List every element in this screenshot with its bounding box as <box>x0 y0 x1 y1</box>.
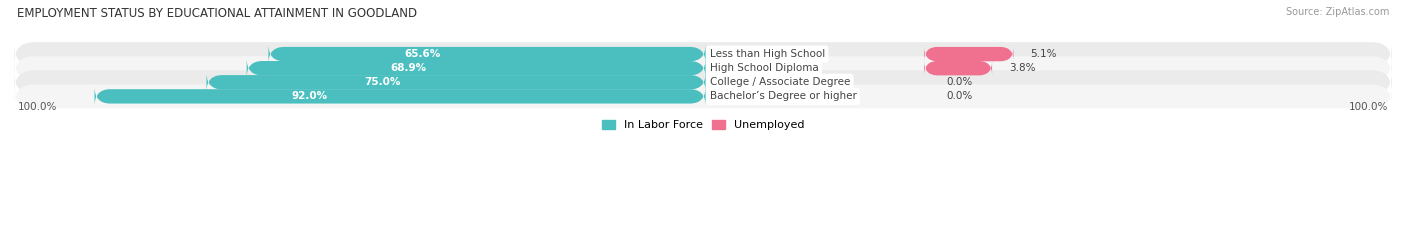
Text: 0.0%: 0.0% <box>946 77 973 87</box>
Text: High School Diploma: High School Diploma <box>710 63 818 73</box>
Text: 100.0%: 100.0% <box>1348 102 1388 112</box>
Text: 3.8%: 3.8% <box>1010 63 1036 73</box>
FancyBboxPatch shape <box>94 87 706 106</box>
Text: 5.1%: 5.1% <box>1031 49 1057 59</box>
Text: Less than High School: Less than High School <box>710 49 825 59</box>
FancyBboxPatch shape <box>924 61 993 75</box>
FancyBboxPatch shape <box>14 70 1392 94</box>
FancyBboxPatch shape <box>14 84 1392 108</box>
Text: EMPLOYMENT STATUS BY EDUCATIONAL ATTAINMENT IN GOODLAND: EMPLOYMENT STATUS BY EDUCATIONAL ATTAINM… <box>17 7 418 20</box>
Text: Bachelor’s Degree or higher: Bachelor’s Degree or higher <box>710 91 856 101</box>
FancyBboxPatch shape <box>14 42 1392 66</box>
FancyBboxPatch shape <box>269 44 706 64</box>
Text: 75.0%: 75.0% <box>364 77 401 87</box>
FancyBboxPatch shape <box>14 56 1392 80</box>
Text: College / Associate Degree: College / Associate Degree <box>710 77 851 87</box>
FancyBboxPatch shape <box>207 72 706 92</box>
Text: 65.6%: 65.6% <box>404 49 440 59</box>
Text: 92.0%: 92.0% <box>291 91 328 101</box>
FancyBboxPatch shape <box>924 47 1014 61</box>
FancyBboxPatch shape <box>246 58 706 78</box>
Legend: In Labor Force, Unemployed: In Labor Force, Unemployed <box>598 116 808 135</box>
Text: 68.9%: 68.9% <box>389 63 426 73</box>
Text: 0.0%: 0.0% <box>946 91 973 101</box>
Text: 100.0%: 100.0% <box>18 102 58 112</box>
Text: Source: ZipAtlas.com: Source: ZipAtlas.com <box>1285 7 1389 17</box>
